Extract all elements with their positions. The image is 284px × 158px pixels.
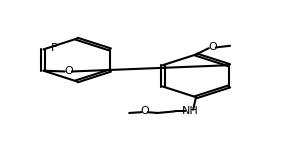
Text: F: F [51, 43, 57, 53]
Text: O: O [65, 66, 73, 76]
Text: O: O [209, 42, 217, 52]
Text: NH: NH [182, 106, 199, 116]
Text: O: O [141, 106, 149, 116]
